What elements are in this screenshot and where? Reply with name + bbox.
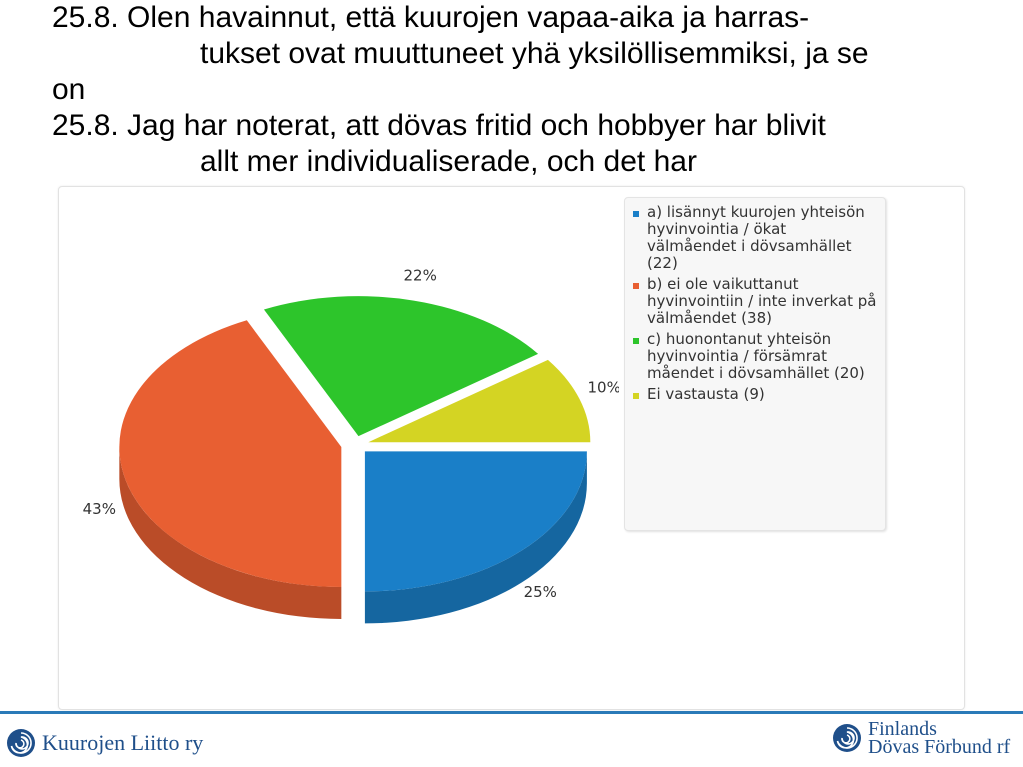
title-line-4: 25.8. Jag har noterat, att dövas fritid … <box>52 109 826 142</box>
title-line-2: tukset ovat muuttuneet yhä yksilöllisemm… <box>200 37 869 70</box>
right-logo-line-1: Finlands <box>868 718 937 740</box>
footer-divider <box>0 711 1023 714</box>
label-pct-c: 22% <box>403 266 436 284</box>
slice-no-answer[interactable] <box>368 359 591 443</box>
title-line-5: allt mer individualiserade, och det har <box>200 145 697 178</box>
legend-swatch-a <box>633 211 639 217</box>
slice-a[interactable] <box>364 451 587 624</box>
legend-label-b: b) ei ole vaikuttanut hyvinvointiin / in… <box>647 275 877 327</box>
legend-swatch-c <box>633 338 639 344</box>
slice-no-answer-top <box>368 359 591 443</box>
label-pct-no-answer: 10% <box>588 378 619 396</box>
label-pct-a: 25% <box>524 583 557 601</box>
slice-b[interactable] <box>119 320 342 619</box>
spiral-logo-icon <box>7 729 35 757</box>
legend-item-c[interactable]: c) huonontanut yhteisön hyvinvointia / f… <box>631 331 879 382</box>
label-pct-b: 43% <box>83 500 116 518</box>
pie-chart: 25% 43% 22% 10% <box>83 266 619 624</box>
chart-legend: a) lisännyt kuurojen yhteisön hyvinvoint… <box>624 197 886 531</box>
legend-label-a: a) lisännyt kuurojen yhteisön hyvinvoint… <box>647 203 865 272</box>
slice-a-top <box>364 451 587 592</box>
spiral-logo-icon-right <box>833 724 861 752</box>
title-line-3: on <box>52 73 86 106</box>
legend-item-a[interactable]: a) lisännyt kuurojen yhteisön hyvinvoint… <box>631 204 879 272</box>
legend-swatch-b <box>633 283 639 289</box>
legend-label-c: c) huonontanut yhteisön hyvinvointia / f… <box>647 330 865 382</box>
slice-a-side <box>364 451 587 624</box>
slice-b-side <box>119 446 342 619</box>
slide-title: 25.8. Olen havainnut, että kuurojen vapa… <box>52 0 1012 185</box>
title-line-1: 25.8. Olen havainnut, että kuurojen vapa… <box>52 1 810 34</box>
finlands-dovas-forbund-logo: Finlands Dövas Förbund rf <box>832 718 1011 758</box>
slice-c-top <box>263 296 539 437</box>
slice-b-top <box>119 320 342 587</box>
legend-item-no-answer[interactable]: Ei vastausta (9) <box>631 386 879 403</box>
chart-panel: 25% 43% 22% 10% a) lisännyt kuurojen yhteis… <box>58 186 965 710</box>
legend-item-b[interactable]: b) ei ole vaikuttanut hyvinvointiin / in… <box>631 276 879 327</box>
legend-swatch-no-answer <box>633 393 639 399</box>
left-logo-text: Kuurojen Liitto ry <box>42 730 204 755</box>
legend-label-no-answer: Ei vastausta (9) <box>647 385 765 403</box>
kuurojen-liitto-logo: Kuurojen Liitto ry <box>6 728 203 758</box>
right-logo-line-2: Dövas Förbund rf <box>868 736 1011 758</box>
slice-c[interactable] <box>263 296 539 437</box>
